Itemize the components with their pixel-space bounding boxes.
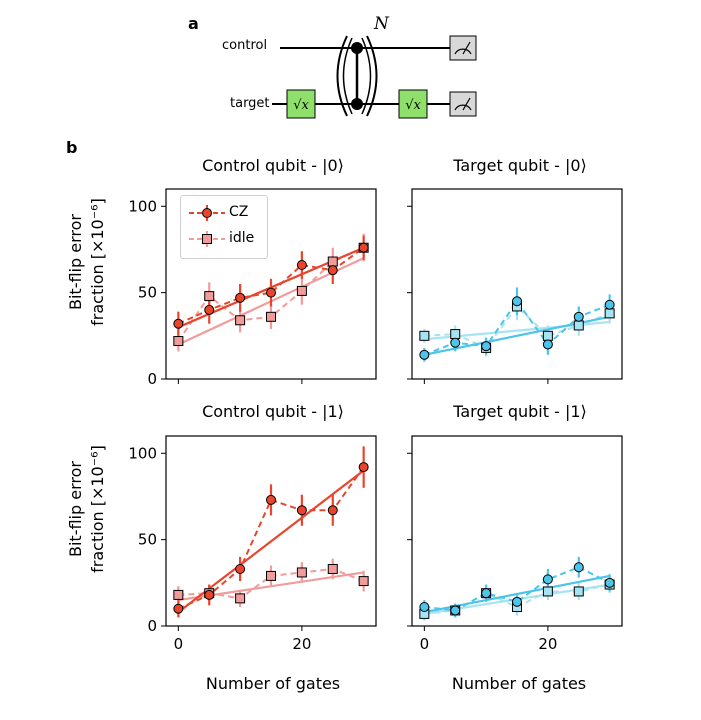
x-tick-label-3-20: 20 — [538, 635, 557, 653]
circuit-diagram: √x √x — [272, 35, 477, 119]
panel-a-label: a — [188, 14, 199, 33]
point-2-idle-4 — [296, 567, 307, 578]
y-tick-label-2-50: 50 — [138, 531, 157, 549]
point-1-idle-0 — [419, 330, 430, 341]
point-2-idle-2 — [235, 593, 246, 604]
subplot-title-control-1: Control qubit - |1⟩ — [202, 402, 344, 421]
point-1-idle-4 — [542, 330, 553, 341]
plot-frame-1 — [411, 188, 623, 380]
y-tick-label-0-50: 50 — [138, 284, 157, 302]
point-2-CZ-0 — [173, 603, 184, 614]
cz-target-dot — [351, 98, 363, 110]
y-tick-label-2-0: 0 — [147, 617, 157, 635]
x-axis-title-right: Number of gates — [451, 674, 587, 693]
repeat-count-label: N — [374, 14, 389, 34]
point-3-idle-5 — [573, 586, 584, 597]
point-3-CZ-6 — [604, 577, 615, 588]
point-3-CZ-3 — [512, 596, 522, 607]
control-qubit-label: control — [222, 38, 268, 53]
target-meter-icon — [449, 91, 477, 117]
subplot-title-target-1: Target qubit - |1⟩ — [453, 402, 587, 421]
repeat-bracket-left — [336, 35, 348, 117]
x-tick-label-2-0: 0 — [174, 635, 184, 653]
point-0-CZ-1 — [204, 304, 215, 315]
point-2-CZ-6 — [358, 462, 369, 473]
legend-label-idle: idle — [229, 230, 255, 246]
y-tick-label-0-100: 100 — [128, 197, 157, 215]
point-2-CZ-1 — [204, 589, 215, 600]
point-1-CZ-3 — [512, 296, 522, 307]
point-1-CZ-1 — [450, 337, 461, 348]
y-tick-label-0-0: 0 — [147, 370, 157, 388]
point-3-CZ-5 — [573, 562, 584, 573]
point-0-idle-1 — [204, 291, 215, 302]
point-3-idle-4 — [542, 586, 553, 597]
subplot-title-target-0: Target qubit - |0⟩ — [453, 156, 587, 175]
point-1-idle-1 — [450, 329, 461, 340]
plot-frame-0 — [165, 188, 377, 380]
point-3-CZ-4 — [542, 574, 553, 585]
legend: CZ idle — [180, 195, 268, 259]
point-2-idle-0 — [173, 589, 184, 600]
y-tick-label-2-100: 100 — [128, 444, 157, 462]
point-2-idle-5 — [327, 564, 338, 574]
target-qubit-label: target — [230, 96, 270, 111]
legend-item-idle: idle — [181, 228, 267, 250]
legend-item-cz: CZ — [181, 202, 267, 224]
point-1-CZ-0 — [419, 349, 430, 360]
point-0-CZ-6 — [358, 242, 369, 253]
point-0-CZ-2 — [235, 292, 246, 303]
point-0-CZ-4 — [296, 260, 307, 270]
point-0-idle-3 — [266, 311, 276, 322]
point-1-CZ-5 — [573, 311, 584, 322]
x-tick-label-2-20: 20 — [292, 635, 311, 653]
point-1-idle-5 — [573, 320, 584, 331]
point-2-idle-3 — [266, 570, 276, 581]
point-1-CZ-6 — [604, 299, 615, 310]
point-3-CZ-1 — [450, 605, 461, 616]
x-tick-label-3-0: 0 — [420, 635, 430, 653]
repeat-bracket-left-inner — [342, 37, 353, 115]
point-0-idle-0 — [173, 336, 184, 346]
point-2-CZ-5 — [327, 505, 338, 516]
cz-control-dot — [351, 42, 363, 54]
point-2-CZ-3 — [266, 494, 276, 505]
point-0-idle-5 — [327, 256, 338, 267]
plot-frame-2 — [165, 435, 377, 627]
sqrt-x-gate-2 — [398, 89, 428, 119]
plot-frame-3 — [411, 435, 623, 627]
point-1-idle-6 — [604, 308, 615, 319]
control-meter-icon — [449, 35, 477, 61]
point-2-CZ-2 — [235, 564, 246, 574]
sqrt-x-gate-1-label: √x — [293, 98, 309, 113]
point-2-CZ-4 — [296, 505, 307, 516]
subplot-title-control-0: Control qubit - |0⟩ — [202, 156, 344, 175]
point-3-CZ-0 — [419, 602, 430, 612]
repeat-bracket-right — [366, 35, 378, 117]
point-0-CZ-0 — [173, 318, 184, 329]
legend-marker-idle — [189, 231, 225, 247]
legend-label-cz: CZ — [229, 204, 249, 220]
x-axis-title-left: Number of gates — [205, 674, 341, 693]
point-2-idle-6 — [358, 576, 369, 587]
repeat-bracket-right-inner — [361, 37, 372, 115]
point-0-CZ-5 — [327, 265, 338, 276]
point-0-CZ-3 — [266, 287, 276, 298]
point-3-CZ-2 — [481, 588, 492, 599]
point-1-CZ-2 — [481, 341, 492, 352]
point-0-idle-4 — [296, 285, 307, 296]
point-1-CZ-4 — [542, 339, 553, 350]
sqrt-x-gate-2-label: √x — [405, 98, 421, 113]
legend-marker-cz — [189, 205, 225, 221]
panel-b-label: b — [66, 138, 78, 157]
sqrt-x-gate-1 — [286, 89, 316, 119]
point-0-idle-2 — [235, 315, 246, 326]
